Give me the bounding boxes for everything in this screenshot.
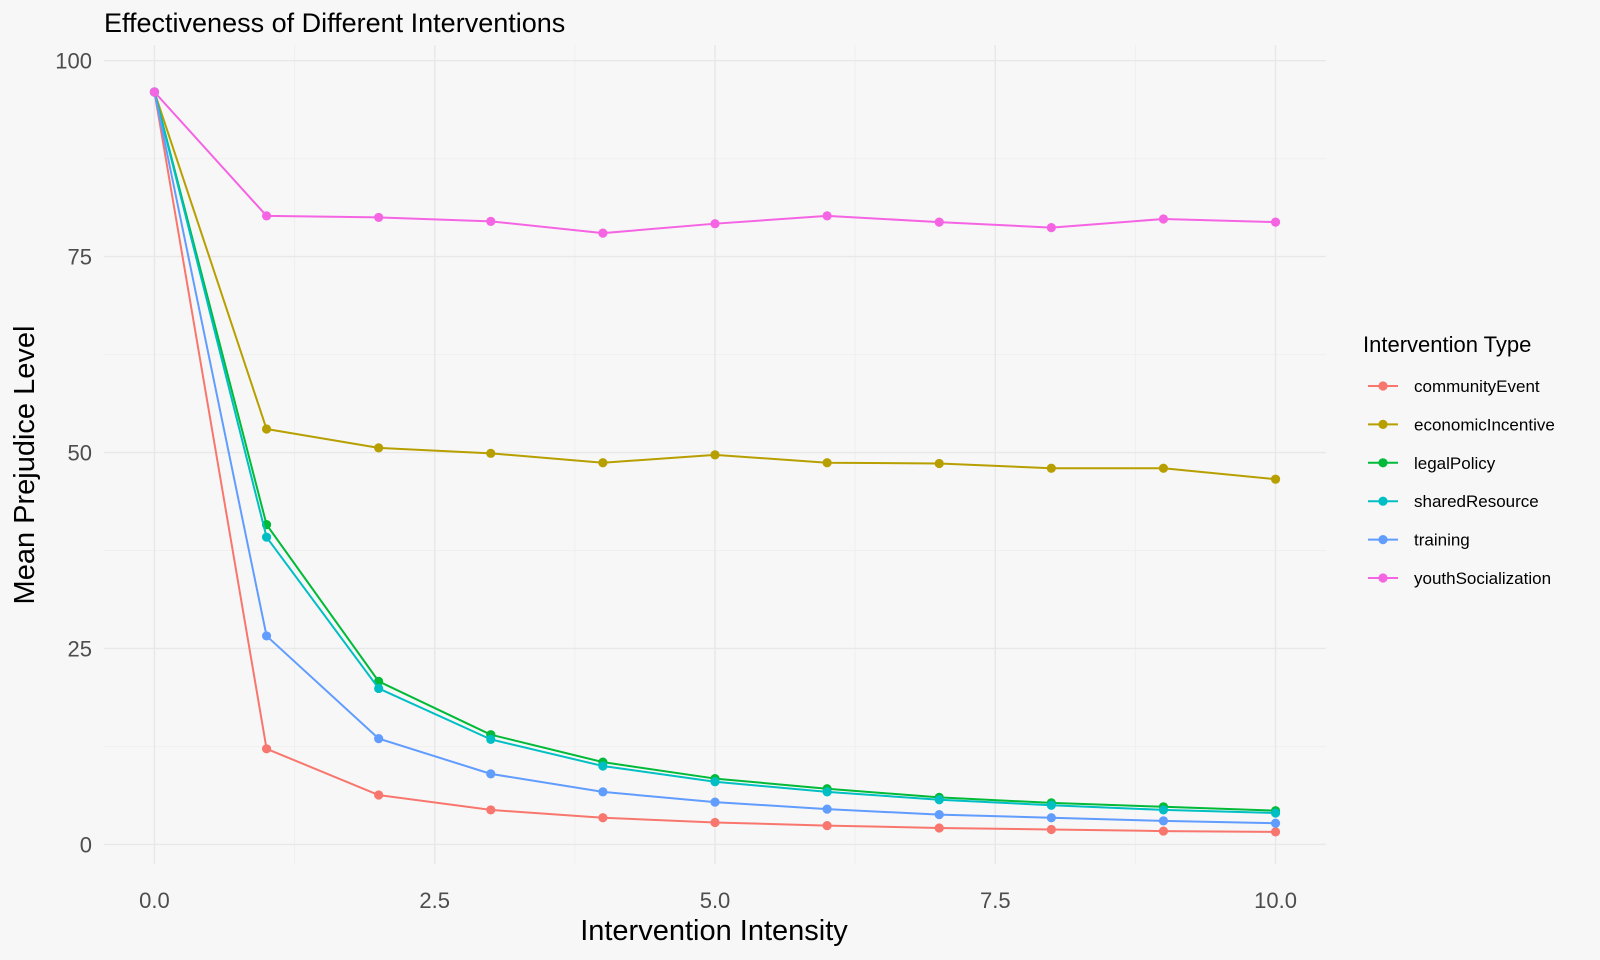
y-tick-label: 75	[68, 245, 92, 270]
data-point-youthSocialization	[374, 212, 384, 223]
data-point-economicIncentive	[374, 443, 384, 453]
series-communityEvent	[149, 87, 1281, 837]
series-lines	[149, 87, 1281, 837]
legend-key-point	[1378, 381, 1388, 391]
data-point-economicIncentive	[486, 448, 496, 458]
x-tick-label: 7.5	[980, 888, 1011, 913]
legend-key-point	[1378, 573, 1388, 583]
data-point-training	[1270, 818, 1281, 828]
legend-label: communityEvent	[1414, 377, 1540, 396]
data-point-sharedResource	[710, 777, 720, 787]
data-point-sharedResource	[1158, 805, 1169, 815]
data-point-training	[486, 769, 496, 779]
y-tick-label: 100	[55, 49, 92, 74]
x-tick-label: 5.0	[700, 888, 731, 913]
data-point-youthSocialization	[261, 211, 272, 221]
data-point-communityEvent	[710, 817, 720, 828]
data-point-sharedResource	[822, 787, 832, 797]
data-point-training	[1046, 813, 1056, 823]
data-point-economicIncentive	[598, 458, 608, 468]
data-point-economicIncentive	[934, 458, 944, 469]
data-point-sharedResource	[261, 532, 272, 542]
data-point-economicIncentive	[1270, 474, 1281, 484]
x-tick-label: 0.0	[139, 888, 170, 913]
data-point-communityEvent	[261, 744, 272, 754]
data-point-youthSocialization	[710, 219, 720, 229]
data-point-communityEvent	[486, 805, 496, 815]
data-point-youthSocialization	[486, 216, 496, 226]
data-point-youthSocialization	[934, 217, 944, 227]
legend-item-sharedResource: sharedResource	[1368, 492, 1539, 511]
data-point-youthSocialization	[149, 87, 160, 97]
x-axis-title: Intervention Intensity	[580, 915, 848, 947]
data-point-youthSocialization	[822, 211, 832, 221]
series-sharedResource	[149, 87, 1281, 818]
legend-item-economicIncentive: economicIncentive	[1368, 415, 1555, 434]
data-point-communityEvent	[934, 823, 944, 833]
data-point-communityEvent	[822, 820, 832, 831]
data-point-communityEvent	[598, 813, 608, 823]
data-point-communityEvent	[374, 790, 384, 800]
legend-label: sharedResource	[1414, 492, 1539, 511]
grid	[104, 45, 1326, 864]
data-point-economicIncentive	[261, 424, 272, 434]
data-point-sharedResource	[1270, 808, 1281, 818]
data-point-economicIncentive	[822, 458, 832, 468]
legend-item-training: training	[1368, 531, 1470, 550]
data-point-economicIncentive	[1046, 463, 1056, 473]
data-point-training	[598, 787, 608, 797]
data-point-training	[1158, 816, 1169, 826]
data-point-sharedResource	[374, 683, 384, 694]
data-point-sharedResource	[934, 795, 944, 805]
data-point-training	[374, 734, 384, 744]
data-point-sharedResource	[598, 761, 608, 771]
data-point-youthSocialization	[1046, 223, 1056, 233]
data-point-training	[822, 804, 832, 814]
data-point-training	[710, 797, 720, 807]
legend-key-point	[1378, 496, 1388, 506]
y-tick-label: 50	[68, 441, 92, 466]
data-point-youthSocialization	[1270, 217, 1281, 227]
data-point-youthSocialization	[598, 228, 608, 238]
data-point-communityEvent	[1046, 824, 1056, 835]
data-point-youthSocialization	[1158, 214, 1169, 224]
data-point-training	[934, 810, 944, 820]
legend-key-point	[1378, 458, 1388, 468]
series-training	[149, 87, 1281, 828]
legend: Intervention Type communityEvent economic…	[1363, 332, 1555, 588]
legend-label: youthSocialization	[1414, 569, 1551, 588]
legend-item-communityEvent: communityEvent	[1368, 377, 1540, 396]
data-point-sharedResource	[1046, 800, 1056, 810]
legend-label: training	[1414, 531, 1470, 550]
data-point-training	[261, 631, 272, 641]
x-tick-label: 10.0	[1254, 888, 1297, 913]
legend-label: legalPolicy	[1414, 454, 1496, 473]
legend-key-point	[1378, 535, 1388, 545]
legend-item-legalPolicy: legalPolicy	[1368, 454, 1496, 473]
y-axis-title: Mean Prejudice Level	[9, 326, 41, 605]
legend-label: economicIncentive	[1414, 415, 1555, 434]
data-point-economicIncentive	[710, 450, 720, 460]
chart-title: Effectiveness of Different Interventions	[104, 8, 565, 38]
y-tick-label: 25	[68, 636, 92, 661]
legend-item-youthSocialization: youthSocialization	[1368, 569, 1551, 588]
data-point-sharedResource	[486, 734, 496, 744]
data-point-communityEvent	[1158, 826, 1169, 836]
series-youthSocialization	[149, 87, 1281, 238]
x-tick-label: 2.5	[419, 888, 450, 913]
data-point-communityEvent	[1270, 827, 1281, 837]
data-point-economicIncentive	[1158, 463, 1169, 473]
y-tick-label: 0	[80, 832, 92, 857]
tick-labels: 0.0 2.5 5.0 7.5 10.0 0 25 50 75 100	[55, 49, 1297, 913]
legend-title: Intervention Type	[1363, 332, 1531, 357]
legend-key-point	[1378, 419, 1388, 429]
